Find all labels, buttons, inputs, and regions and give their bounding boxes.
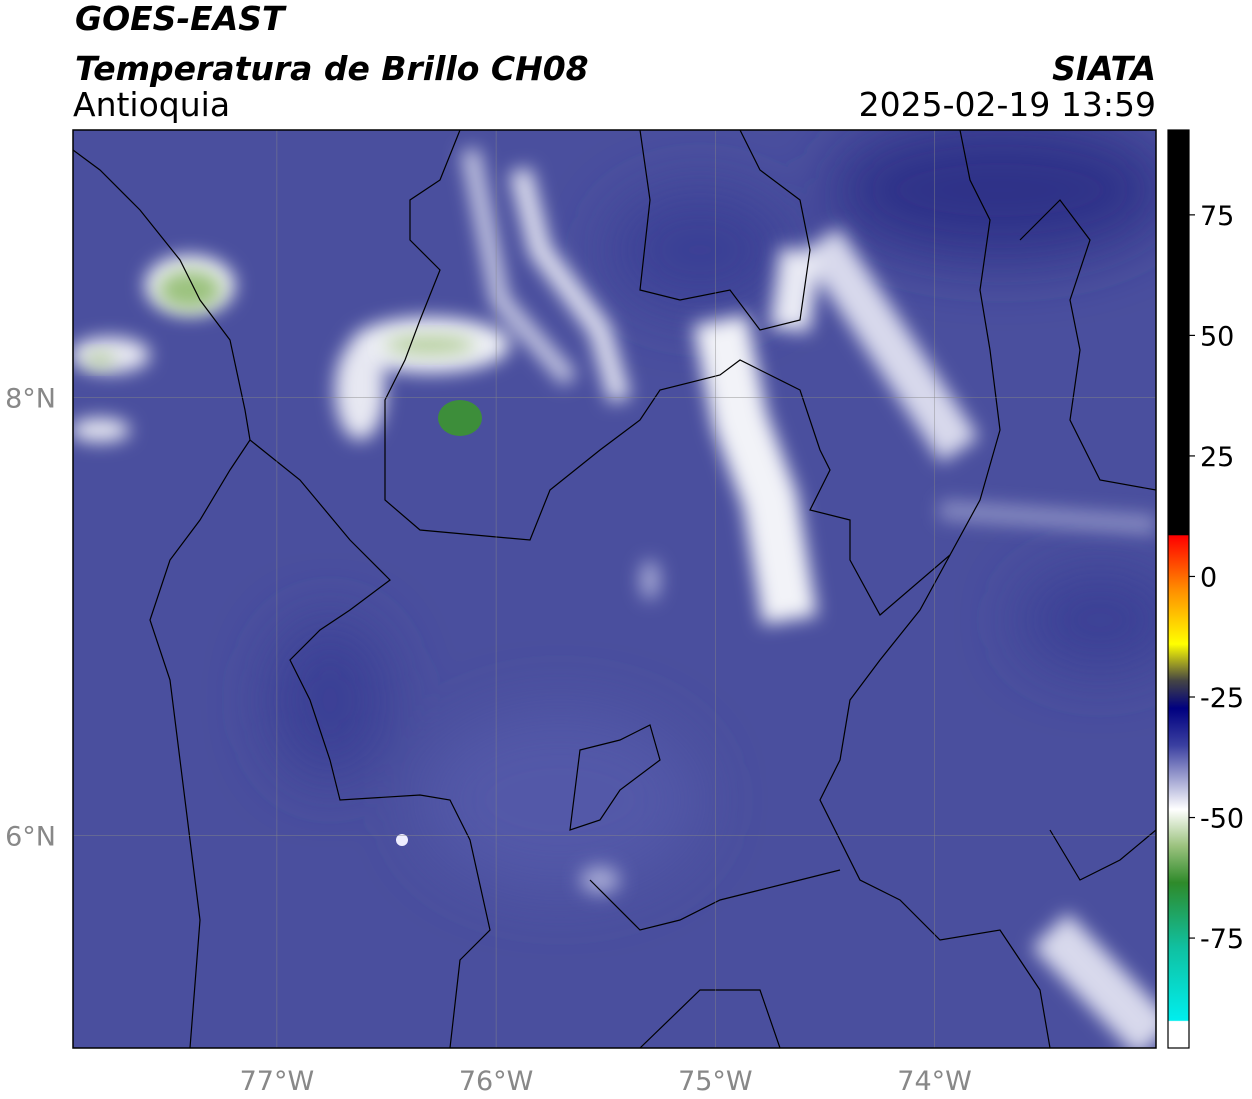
colorbar-tick-label: 50 xyxy=(1200,321,1234,352)
grid xyxy=(73,130,1156,1048)
x-tick-label: 75°W xyxy=(678,1066,753,1097)
colorbar-tick-label: 75 xyxy=(1200,201,1234,232)
x-tick-label: 77°W xyxy=(240,1066,315,1097)
borders xyxy=(73,130,1156,1048)
y-tick-label: 6°N xyxy=(5,821,56,852)
x-tick-label: 76°W xyxy=(459,1066,534,1097)
timestamp: 2025-02-19 13:59 xyxy=(859,85,1156,124)
colorbar-tick-label: -25 xyxy=(1200,683,1244,714)
colorbar-tick-label: 25 xyxy=(1200,442,1234,473)
x-tick-label: 74°W xyxy=(897,1066,972,1097)
shading xyxy=(270,130,1156,890)
region: Antioquia xyxy=(73,85,230,124)
map-frame xyxy=(72,129,1157,1049)
subtitle: Temperatura de Brillo CH08 xyxy=(75,49,589,88)
colorbar-tick-label: -75 xyxy=(1200,924,1244,955)
background xyxy=(73,130,1156,1048)
source: SIATA xyxy=(1052,49,1156,88)
colorbar xyxy=(1167,129,1190,1049)
cold-tops xyxy=(85,270,482,846)
y-tick-label: 8°N xyxy=(5,383,56,414)
title: GOES-EAST xyxy=(75,0,287,38)
colorbar-tick-label: -50 xyxy=(1200,804,1244,835)
map-image xyxy=(73,130,1156,1048)
colorbar-tick-label: 0 xyxy=(1200,562,1217,593)
